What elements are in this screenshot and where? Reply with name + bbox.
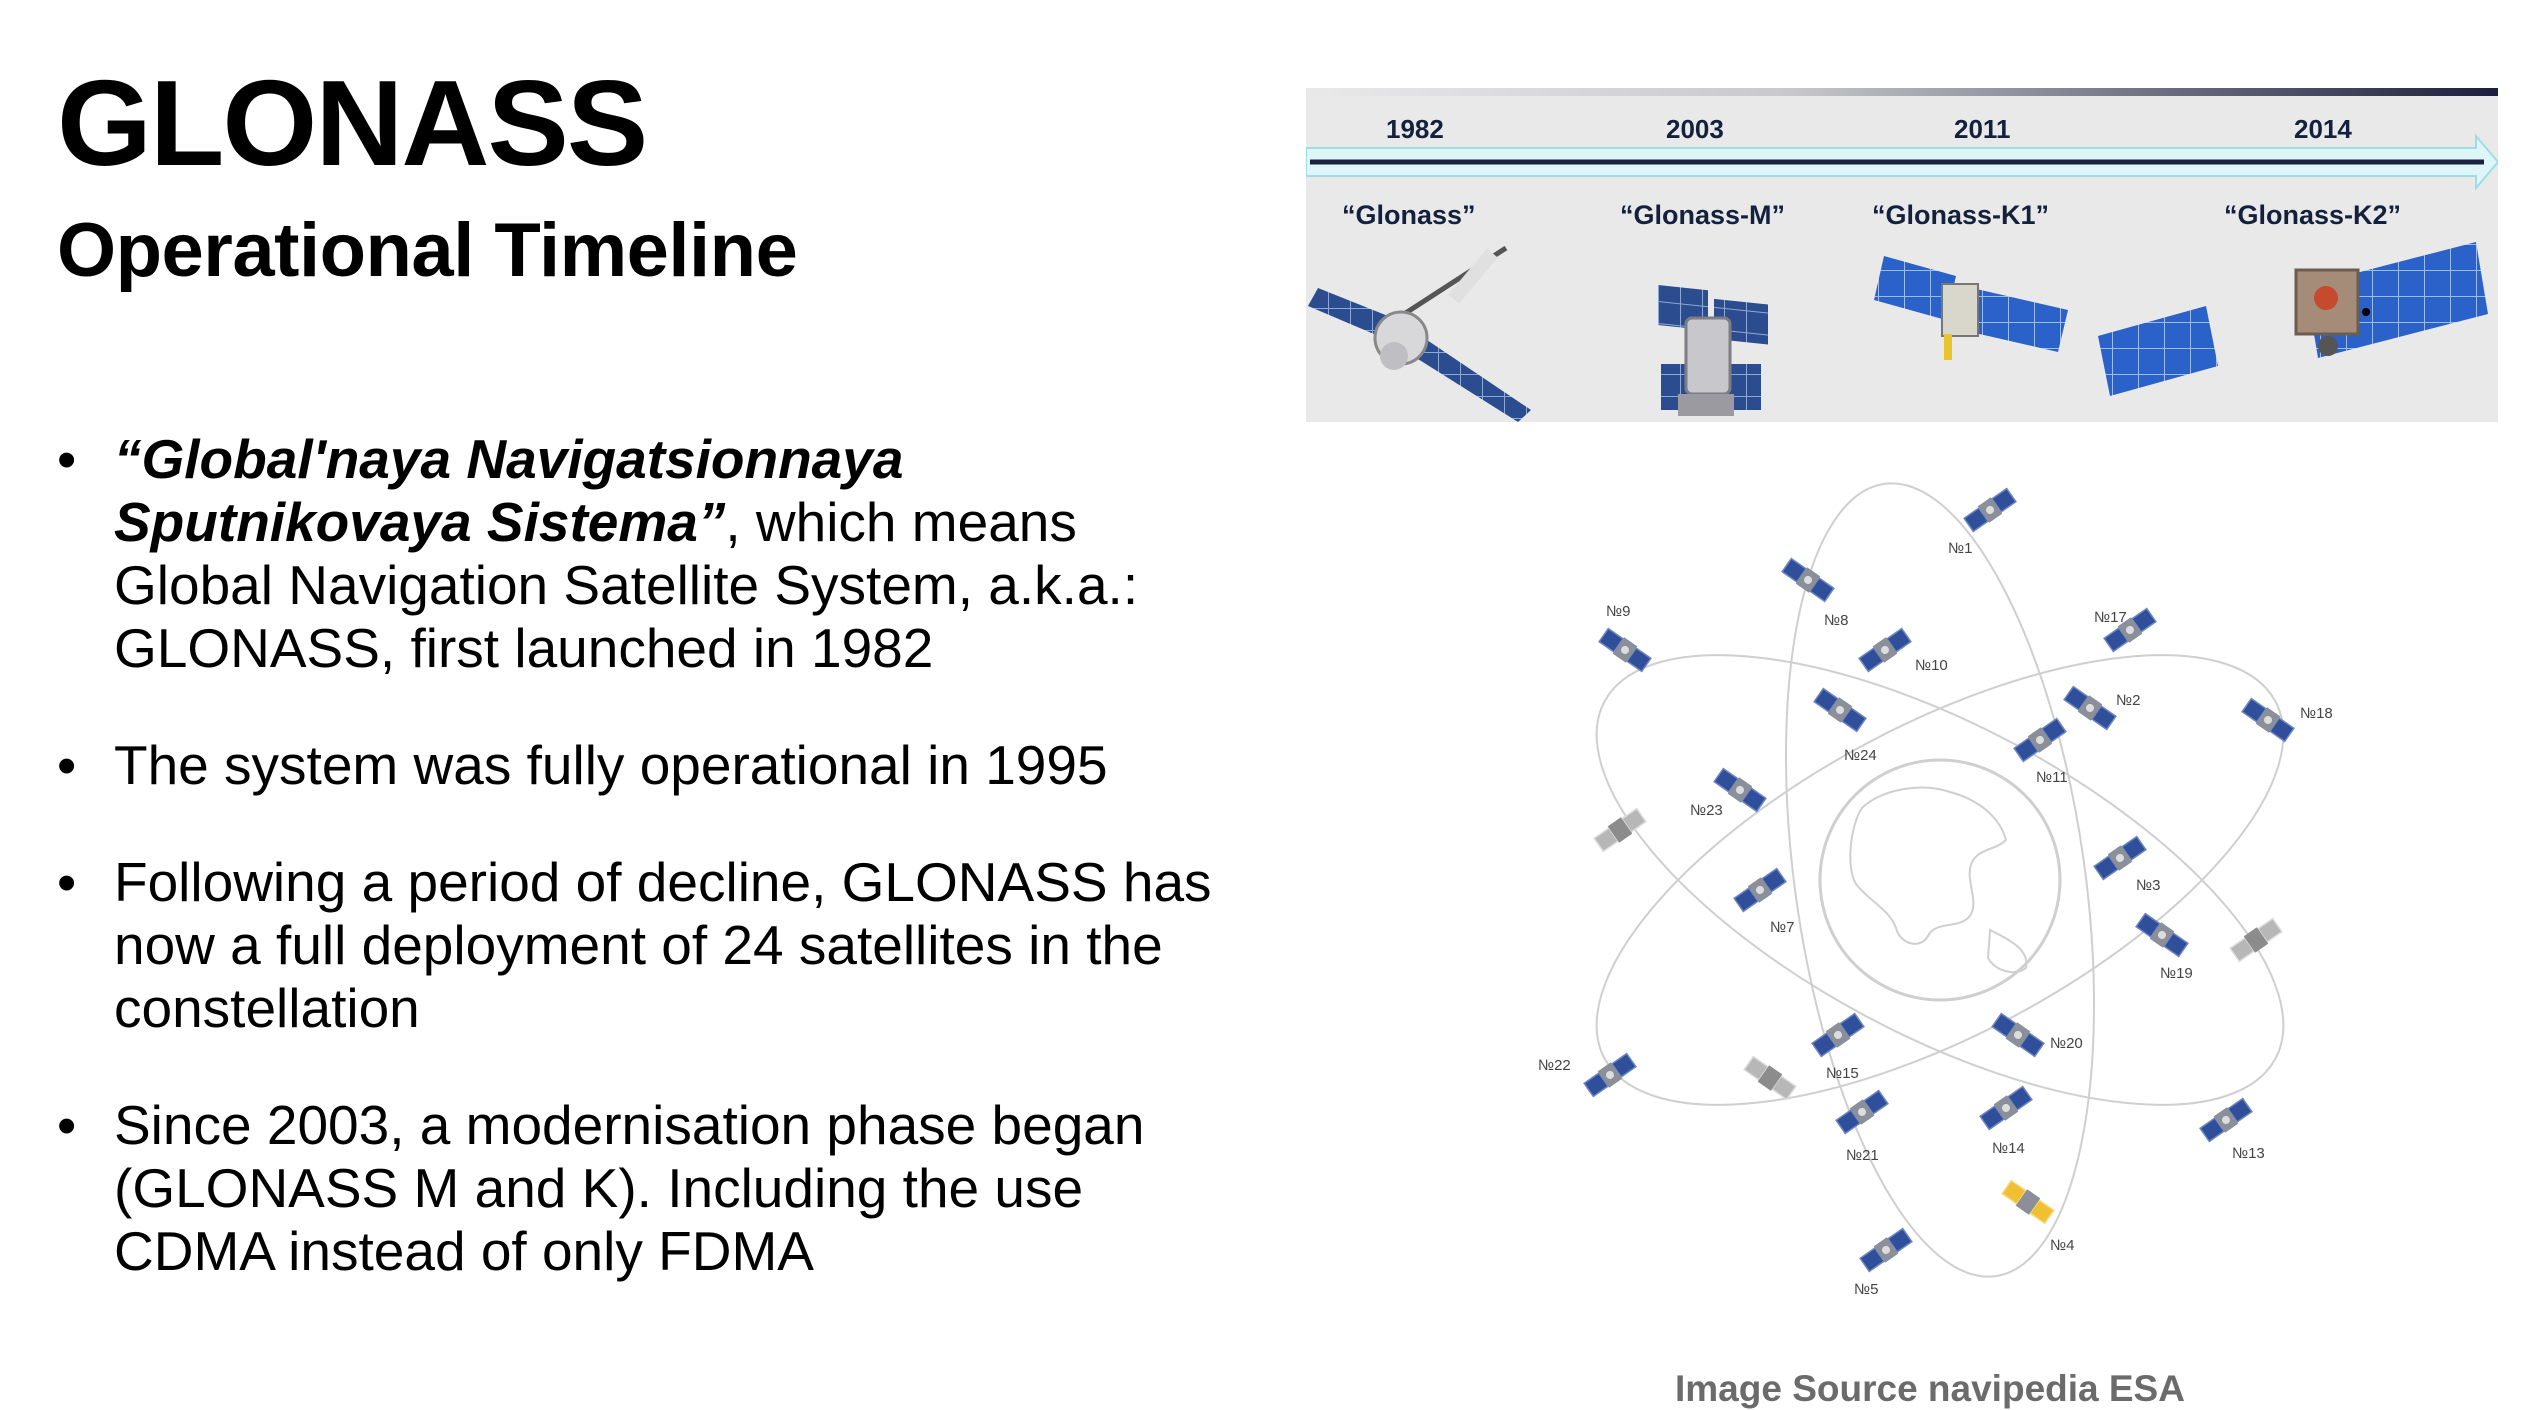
sat-label: №24 [1844, 747, 1877, 764]
glonass-k1-satellite-art [1874, 256, 2068, 360]
sat-label: №18 [2300, 705, 2333, 722]
glonass-satellite-art [1308, 245, 1531, 422]
sat-label: №3 [2136, 877, 2160, 894]
bullet-item: The system was fully operational in 1995 [57, 734, 1217, 797]
satellite-icon [2062, 684, 2118, 732]
sat-label: №23 [1690, 802, 1723, 819]
sat-label: №17 [2094, 609, 2127, 626]
image-source-caption: Image Source navipedia ESA [1675, 1368, 2185, 1409]
sat-label: №19 [2160, 965, 2193, 982]
satellite-icon [1742, 1054, 1798, 1102]
satellite-icon [2134, 911, 2190, 959]
constellation-diagram: №1 №2 №3 №4 №5 №7 №8 №9 №10 №11 №13 №14 … [1538, 482, 2333, 1298]
bullet-item: Following a period of decline, GLONASS h… [57, 851, 1217, 1040]
satellite-icon [2092, 834, 2148, 882]
orbit-ring [1595, 654, 2285, 1106]
earth-globe [1818, 758, 2062, 1002]
satellite-icon [2228, 916, 2284, 964]
satellite-icon [1857, 626, 1913, 674]
timeline-satellite-glonass: “Glonass” [1342, 200, 1476, 230]
satellite-icon [1812, 686, 1868, 734]
satellite-icon [1582, 1051, 1638, 1099]
sat-label: №22 [1538, 1057, 1571, 1074]
bullet-text: The system was fully operational in 1995 [114, 734, 1108, 796]
bullet-emphasis: “Global'naya Navigatsionnaya Sputnikovay… [114, 428, 904, 553]
sat-label: №21 [1846, 1147, 1879, 1164]
orbit-ring [1784, 482, 2096, 1278]
timeline-year-2014: 2014 [2294, 114, 2352, 144]
sat-label: №14 [1992, 1140, 2025, 1157]
slide-subtitle: Operational Timeline [57, 208, 798, 293]
sat-label: №11 [2036, 769, 2068, 786]
slide-title: GLONASS [57, 55, 648, 191]
sat-label: №5 [1854, 1281, 1878, 1298]
bullet-text: Since 2003, a modernisation phase began … [114, 1094, 1145, 1282]
satellite-icon [2240, 696, 2296, 744]
timeline-top-bar [1306, 88, 2498, 96]
sat-label: №15 [1826, 1065, 1859, 1082]
sat-label: №9 [1606, 603, 1630, 620]
orbit-ring [1595, 654, 2285, 1106]
timeline-image: 1982 2003 2011 2014 “Glonass” “Glonass-M… [1306, 88, 2498, 422]
satellite-icon [1597, 626, 1653, 674]
sat-label: №10 [1915, 657, 1948, 674]
timeline-graphics [1306, 133, 2498, 422]
timeline-satellite-glonass-m: “Glonass-M” [1620, 200, 1786, 230]
timeline-satellite-glonass-k2: “Glonass-K2” [2224, 200, 2402, 230]
sat-label: №13 [2232, 1145, 2265, 1162]
satellite-icon [1592, 806, 1648, 854]
sat-label: №20 [2050, 1035, 2083, 1052]
sat-label: №2 [2116, 692, 2140, 709]
bullet-list: “Global'naya Navigatsionnaya Sputnikovay… [57, 428, 1217, 1337]
timeline-satellite-glonass-k1: “Glonass-K1” [1872, 200, 2050, 230]
satellite-icon [2198, 1096, 2254, 1144]
satellite-icon [2000, 1178, 2056, 1226]
satellite-icon [1990, 1011, 2046, 1059]
satellite-icon [1962, 486, 2018, 534]
sat-label: №1 [1948, 540, 1972, 557]
bullet-item: Since 2003, a modernisation phase began … [57, 1094, 1217, 1283]
glonass-k2-satellite-art [2098, 242, 2488, 396]
satellite-icon [1732, 866, 1788, 914]
bullet-text: , which means Global Navigation Satellit… [114, 491, 1139, 679]
timeline-year-1982: 1982 [1386, 114, 1444, 144]
sat-label: №4 [2050, 1237, 2074, 1254]
sat-label: №7 [1770, 919, 1794, 936]
sat-label: №8 [1824, 612, 1848, 629]
timeline-year-2003: 2003 [1666, 114, 1724, 144]
bullet-item: “Global'naya Navigatsionnaya Sputnikovay… [57, 428, 1217, 680]
bullet-text: Following a period of decline, GLONASS h… [114, 851, 1212, 1039]
satellite-icon [1858, 1226, 1914, 1274]
timeline-year-2011: 2011 [1954, 114, 2011, 144]
glonass-m-satellite-art [1658, 284, 1768, 416]
satellite-icon [1978, 1084, 2034, 1132]
satellite-icon [1780, 556, 1836, 604]
